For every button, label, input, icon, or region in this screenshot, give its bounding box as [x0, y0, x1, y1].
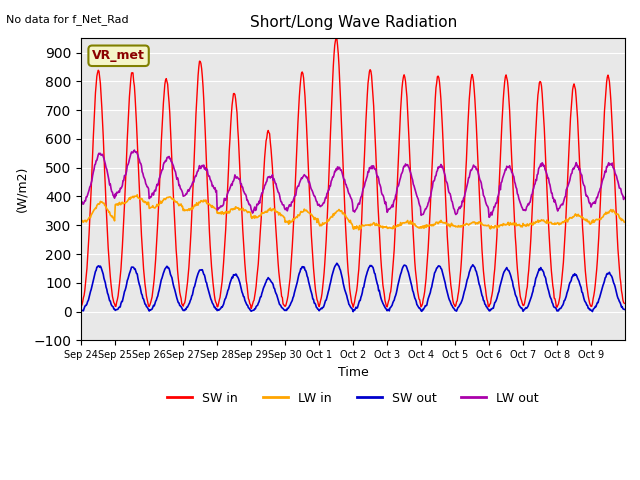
LW in — [620, 219, 628, 225]
SW in — [410, 245, 418, 251]
LW in — [355, 227, 363, 233]
LW out — [289, 198, 297, 204]
SW out — [268, 280, 276, 286]
Line: SW in: SW in — [81, 37, 624, 309]
LW out — [485, 215, 493, 220]
LW out — [77, 201, 85, 206]
Text: No data for f_Net_Rad: No data for f_Net_Rad — [6, 14, 129, 25]
SW in — [141, 281, 149, 287]
LW out — [440, 168, 447, 174]
SW out — [241, 297, 249, 303]
SW out — [289, 298, 296, 303]
LW in — [142, 199, 150, 205]
Line: LW out: LW out — [81, 150, 624, 217]
LW in — [133, 192, 141, 198]
SW out — [77, 307, 85, 313]
Line: LW in: LW in — [81, 195, 624, 230]
Y-axis label: (W/m2): (W/m2) — [15, 166, 28, 213]
SW out — [141, 301, 149, 307]
SW in — [247, 306, 255, 312]
LW out — [142, 180, 150, 186]
LW out — [620, 194, 628, 200]
LW out — [269, 172, 276, 178]
SW in — [440, 172, 448, 178]
SW out — [333, 260, 340, 266]
LW in — [410, 221, 418, 227]
Line: SW out: SW out — [81, 263, 624, 312]
LW in — [289, 216, 297, 222]
SW in — [289, 231, 297, 237]
Title: Short/Long Wave Radiation: Short/Long Wave Radiation — [250, 15, 457, 30]
SW in — [77, 303, 85, 309]
SW out — [410, 292, 418, 298]
SW out — [620, 307, 628, 312]
LW in — [440, 220, 448, 226]
SW in — [241, 260, 249, 266]
LW out — [131, 147, 138, 153]
SW in — [269, 165, 276, 171]
SW in — [620, 300, 628, 306]
LW out — [410, 181, 417, 187]
LW out — [242, 192, 250, 197]
SW in — [332, 35, 340, 40]
LW in — [269, 206, 276, 212]
SW out — [349, 309, 357, 314]
LW in — [77, 220, 85, 226]
Text: VR_met: VR_met — [92, 49, 145, 62]
LW in — [242, 207, 250, 213]
X-axis label: Time: Time — [338, 366, 369, 379]
SW out — [440, 277, 448, 283]
Legend: SW in, LW in, SW out, LW out: SW in, LW in, SW out, LW out — [163, 387, 544, 410]
